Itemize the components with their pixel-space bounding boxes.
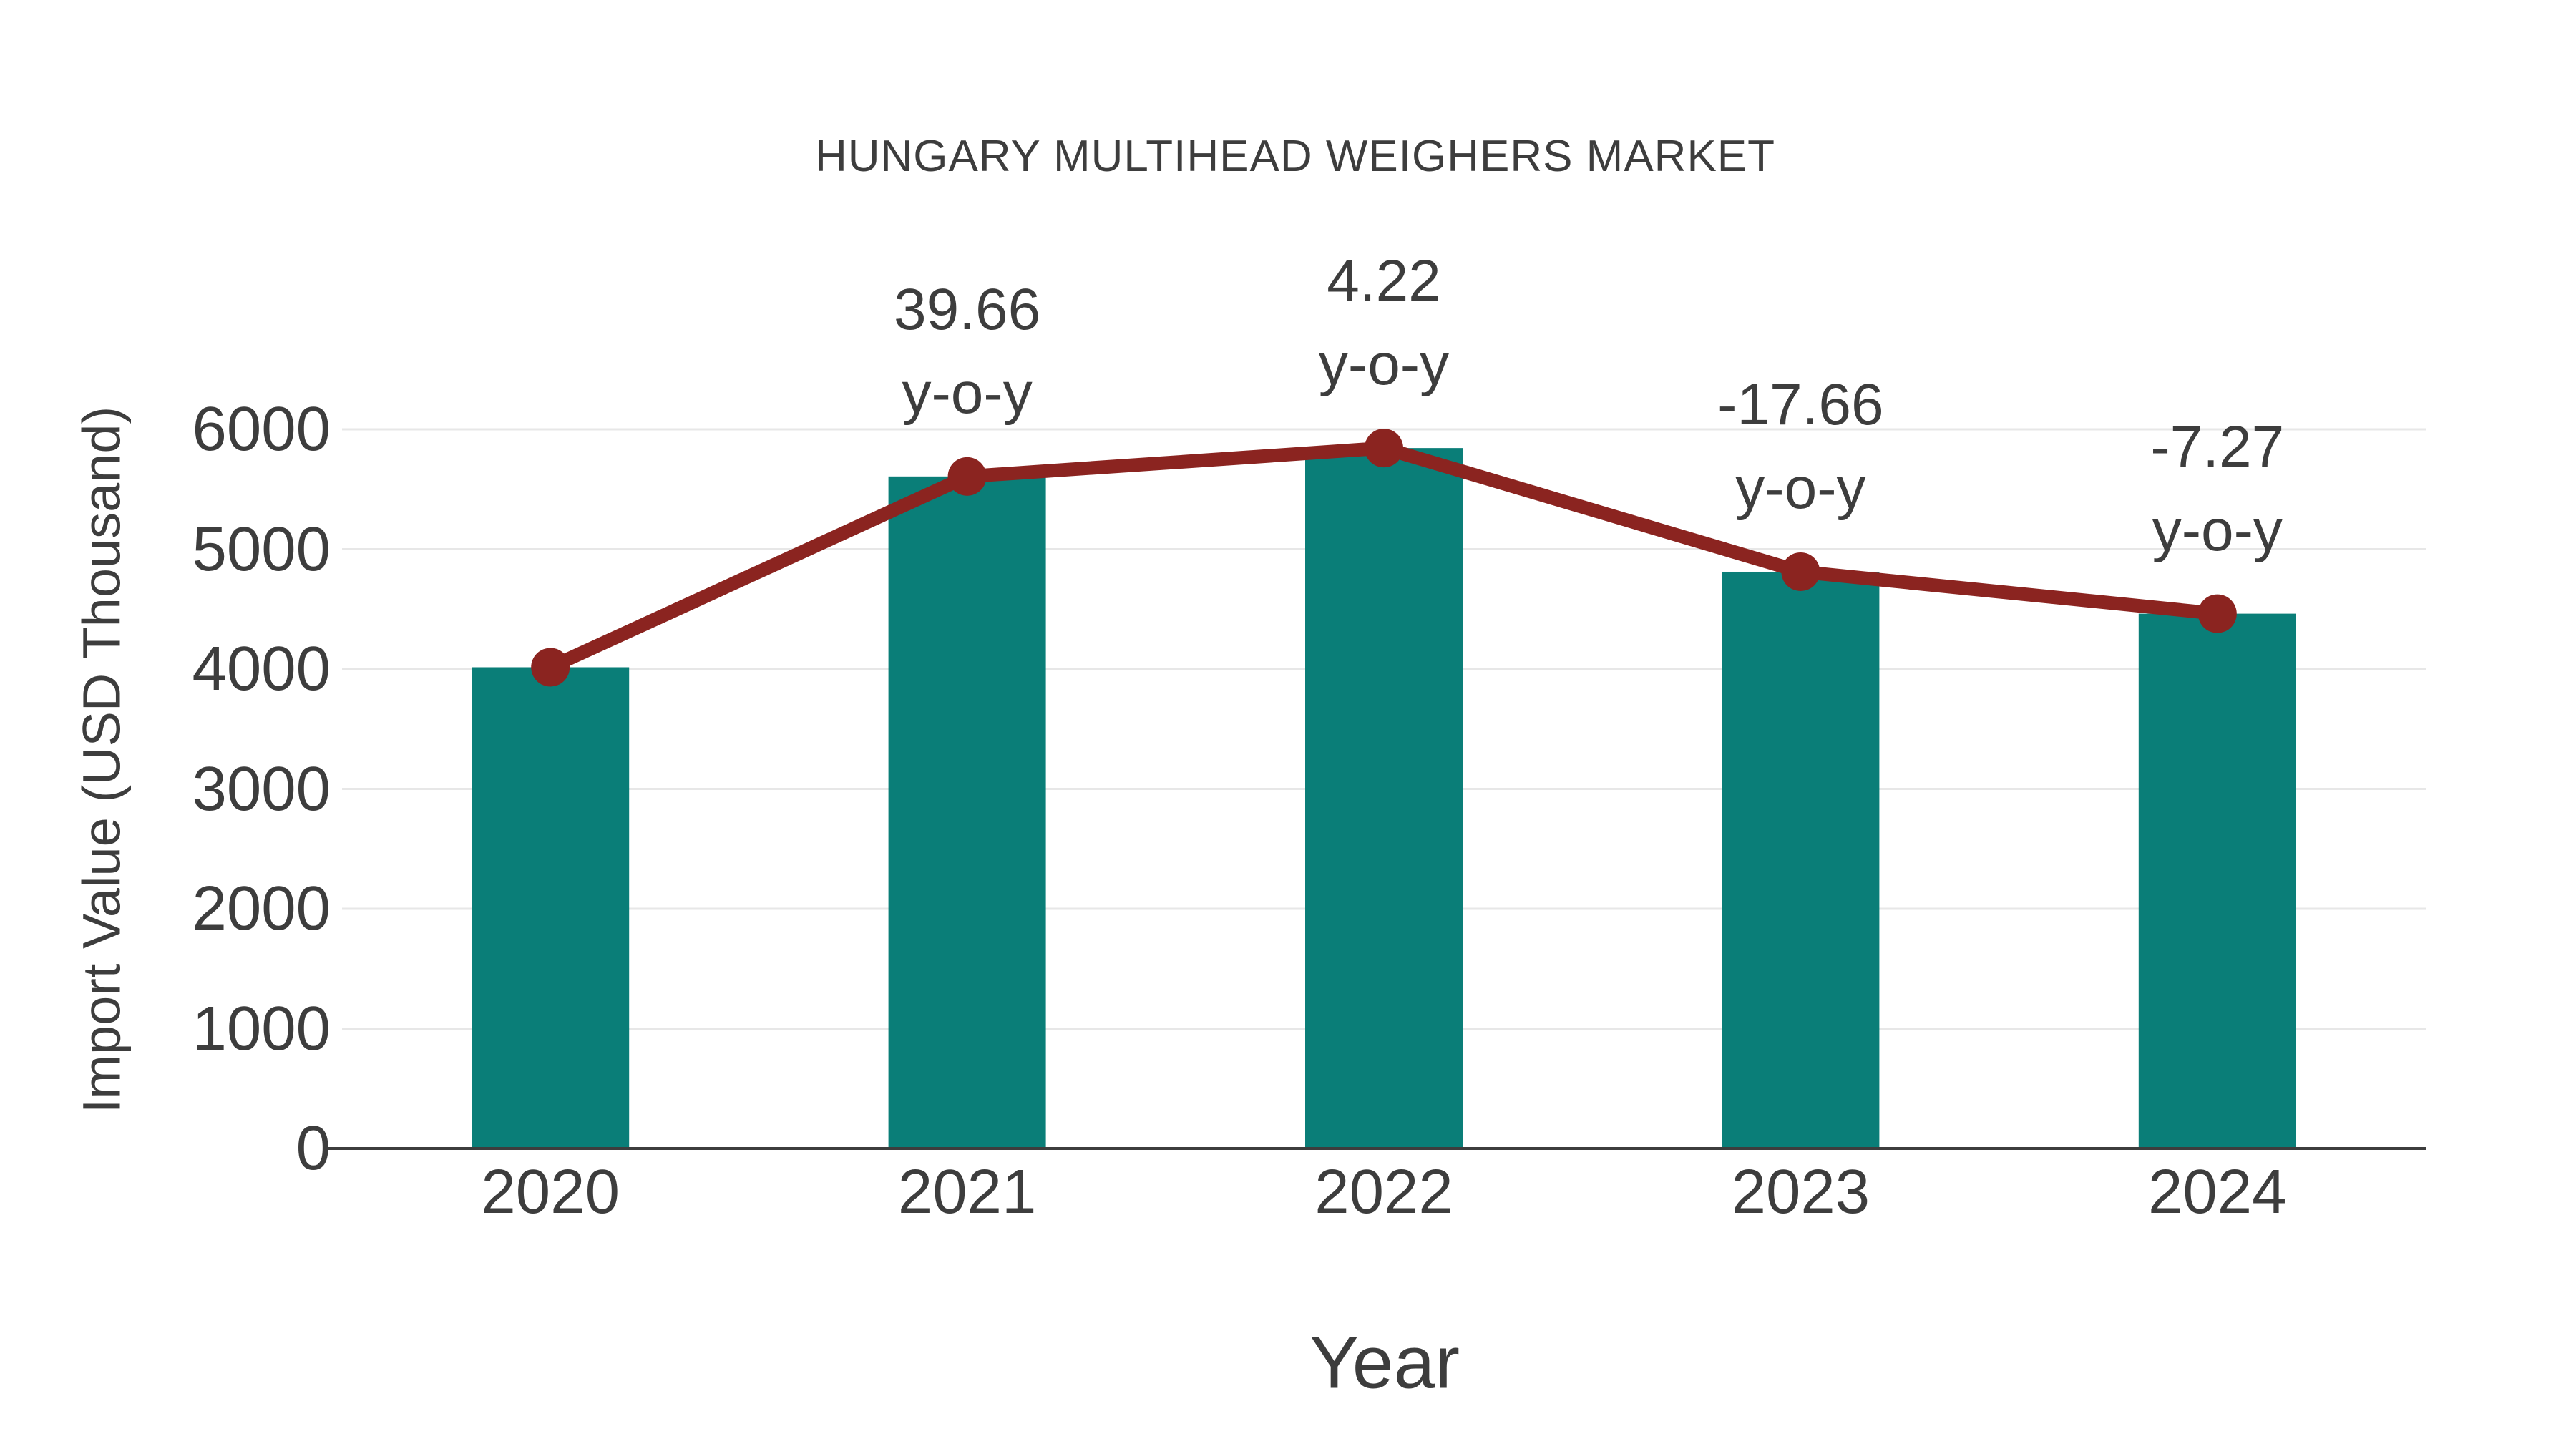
bar-2024 xyxy=(2138,613,2296,1148)
yoy-sub-label: y-o-y xyxy=(902,360,1033,426)
y-axis-title: Import Value (USD Thousand) xyxy=(72,406,132,1114)
x-tick-label: 2020 xyxy=(481,1157,620,1226)
y-tick-label: 4000 xyxy=(192,634,331,703)
x-tick-label: 2022 xyxy=(1314,1157,1453,1226)
yoy-value-label: -7.27 xyxy=(2150,414,2285,479)
yoy-sub-label: y-o-y xyxy=(1735,455,1866,521)
trend-marker-2022 xyxy=(1365,429,1403,468)
y-tick-label: 2000 xyxy=(192,874,331,943)
trend-marker-2024 xyxy=(2197,594,2237,633)
y-tick-label: 6000 xyxy=(192,394,331,464)
yoy-value-label: 4.22 xyxy=(1327,248,1441,314)
bar-2023 xyxy=(1722,571,1880,1148)
x-tick-label: 2024 xyxy=(2148,1157,2287,1226)
y-tick-label: 3000 xyxy=(192,753,331,824)
chart-title: HUNGARY MULTIHEAD WEIGHERS MARKET xyxy=(814,132,1776,181)
yoy-value-label: 39.66 xyxy=(893,276,1041,342)
trend-marker-2020 xyxy=(531,648,570,687)
y-tick-label: 0 xyxy=(296,1113,331,1183)
yoy-sub-label: y-o-y xyxy=(1318,332,1450,398)
bar-2020 xyxy=(472,667,630,1148)
y-tick-label: 5000 xyxy=(192,514,331,584)
x-tick-label: 2021 xyxy=(897,1157,1037,1226)
y-tick-label: 1000 xyxy=(192,993,331,1063)
yoy-value-label: -17.66 xyxy=(1717,371,1884,437)
bar-2022 xyxy=(1305,448,1463,1148)
bar-2021 xyxy=(888,476,1046,1148)
x-tick-label: 2023 xyxy=(1731,1157,1870,1226)
x-axis-title: Year xyxy=(1309,1321,1460,1405)
trend-marker-2021 xyxy=(947,457,987,496)
trend-marker-2023 xyxy=(1781,552,1820,591)
yoy-sub-label: y-o-y xyxy=(2152,497,2283,563)
